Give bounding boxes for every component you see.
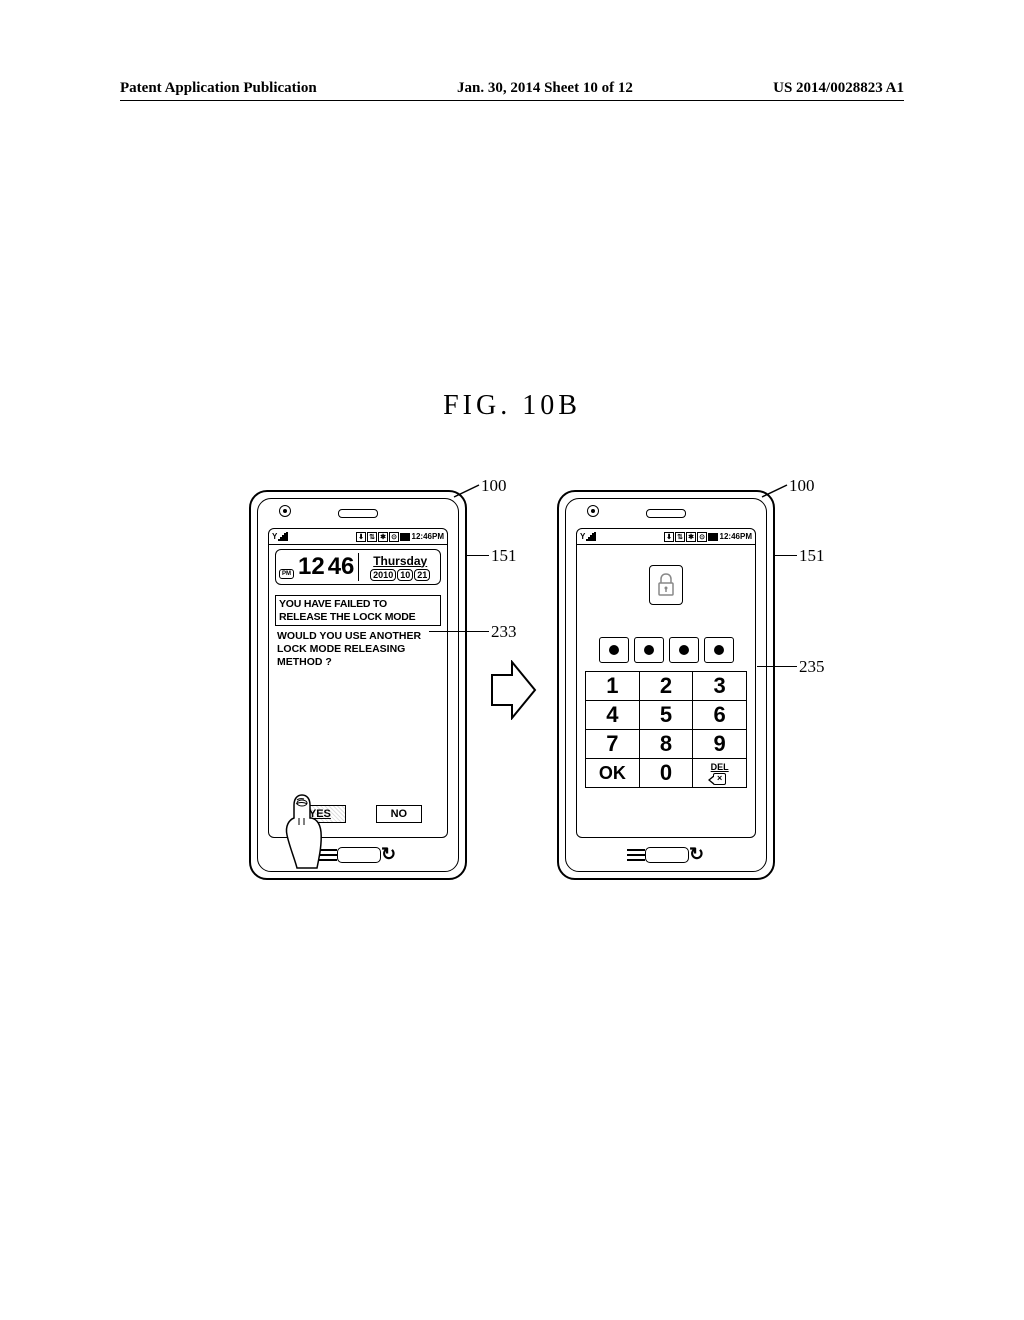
finger-icon xyxy=(277,790,327,870)
speaker-slot xyxy=(646,509,686,518)
battery-icon xyxy=(708,533,718,541)
dialog-message-2: WOULD YOU USE ANOTHER LOCK MODE RELEASIN… xyxy=(277,630,439,669)
camera-icon xyxy=(279,505,291,517)
callout-233: 233 xyxy=(491,622,517,642)
header-center: Jan. 30, 2014 Sheet 10 of 12 xyxy=(457,80,633,97)
pin-dot xyxy=(704,637,734,663)
figure-title: FIG. 10B xyxy=(0,390,1024,422)
leader-151a xyxy=(467,555,489,556)
camera-icon xyxy=(587,505,599,517)
bt-icon: ✱ xyxy=(686,532,696,542)
key-del[interactable]: DEL × xyxy=(692,759,746,787)
signal-icon xyxy=(586,532,596,541)
leader-233 xyxy=(429,631,489,632)
key-3[interactable]: 3 xyxy=(692,672,746,700)
leader-235 xyxy=(757,666,797,667)
leader-151b xyxy=(775,555,797,556)
key-6[interactable]: 6 xyxy=(692,701,746,729)
clock-year: 2010 xyxy=(370,569,396,581)
phone-right-wrapper: Y ⬇ ⇅ ✱ ⊙ 12:46PM xyxy=(557,490,775,880)
diagram-container: Y ⬇ ⇅ ✱ ⊙ 12:46PM PM xyxy=(0,490,1024,880)
pin-dot xyxy=(669,637,699,663)
pm-label: PM xyxy=(279,569,294,579)
phone-right: Y ⬇ ⇅ ✱ ⊙ 12:46PM xyxy=(557,490,775,880)
header-rule xyxy=(120,100,904,101)
key-1[interactable]: 1 xyxy=(586,672,639,700)
wifi-icon: ⇅ xyxy=(675,532,685,542)
bt-icon: ✱ xyxy=(378,532,388,542)
key-9[interactable]: 9 xyxy=(692,730,746,758)
clock-minute: 46 xyxy=(328,553,355,581)
key-0[interactable]: 0 xyxy=(639,759,693,787)
status-icon: ⬇ xyxy=(356,532,366,542)
pin-dot xyxy=(634,637,664,663)
alarm-icon: ⊙ xyxy=(697,532,707,542)
clock-hour: 12 xyxy=(298,553,325,581)
keypad: 1 2 3 4 5 6 7 8 9 xyxy=(585,671,747,788)
bottom-bar: ↺ xyxy=(615,838,716,867)
phone-right-inner: Y ⬇ ⇅ ✱ ⊙ 12:46PM xyxy=(565,498,767,872)
dialog-message-1: YOU HAVE FAILED TO RELEASE THE LOCK MODE xyxy=(275,595,441,626)
pin-entry xyxy=(585,637,747,663)
status-time: 12:46PM xyxy=(720,532,752,541)
callout-100a: 100 xyxy=(481,476,507,496)
callout-151a: 151 xyxy=(491,546,517,566)
phone-left-wrapper: Y ⬇ ⇅ ✱ ⊙ 12:46PM PM xyxy=(249,490,467,880)
status-time: 12:46PM xyxy=(412,532,444,541)
lock-area xyxy=(577,555,755,615)
clock-month: 10 xyxy=(397,569,413,581)
status-icon: ⬇ xyxy=(664,532,674,542)
screen-right: Y ⬇ ⇅ ✱ ⊙ 12:46PM xyxy=(576,528,756,838)
page-header: Patent Application Publication Jan. 30, … xyxy=(120,80,904,97)
status-bar: Y ⬇ ⇅ ✱ ⊙ 12:46PM xyxy=(269,529,447,545)
battery-icon xyxy=(400,533,410,541)
key-ok[interactable]: OK xyxy=(586,759,639,787)
back-icon[interactable]: ↺ xyxy=(689,844,704,865)
callout-151b: 151 xyxy=(799,546,825,566)
key-2[interactable]: 2 xyxy=(639,672,693,700)
key-7[interactable]: 7 xyxy=(586,730,639,758)
header-left: Patent Application Publication xyxy=(120,80,317,97)
pin-dot xyxy=(599,637,629,663)
wifi-icon: ⇅ xyxy=(367,532,377,542)
status-bar: Y ⬇ ⇅ ✱ ⊙ 12:46PM xyxy=(577,529,755,545)
lock-icon xyxy=(649,565,683,605)
signal-icon xyxy=(278,532,288,541)
back-icon[interactable]: ↺ xyxy=(381,844,396,865)
home-button[interactable] xyxy=(645,847,689,863)
key-8[interactable]: 8 xyxy=(639,730,693,758)
clock-date: 21 xyxy=(414,569,430,581)
callout-235: 235 xyxy=(799,657,825,677)
menu-icon[interactable] xyxy=(627,849,645,861)
clock-widget: PM 12 46 Thursday 2010 10 21 xyxy=(275,549,441,585)
key-4[interactable]: 4 xyxy=(586,701,639,729)
callout-100b: 100 xyxy=(789,476,815,496)
clock-day: Thursday xyxy=(363,554,437,568)
header-right: US 2014/0028823 A1 xyxy=(773,80,904,97)
transition-arrow-icon xyxy=(487,660,537,720)
key-5[interactable]: 5 xyxy=(639,701,693,729)
alarm-icon: ⊙ xyxy=(389,532,399,542)
home-button[interactable] xyxy=(337,847,381,863)
speaker-slot xyxy=(338,509,378,518)
no-button[interactable]: NO xyxy=(376,805,423,823)
